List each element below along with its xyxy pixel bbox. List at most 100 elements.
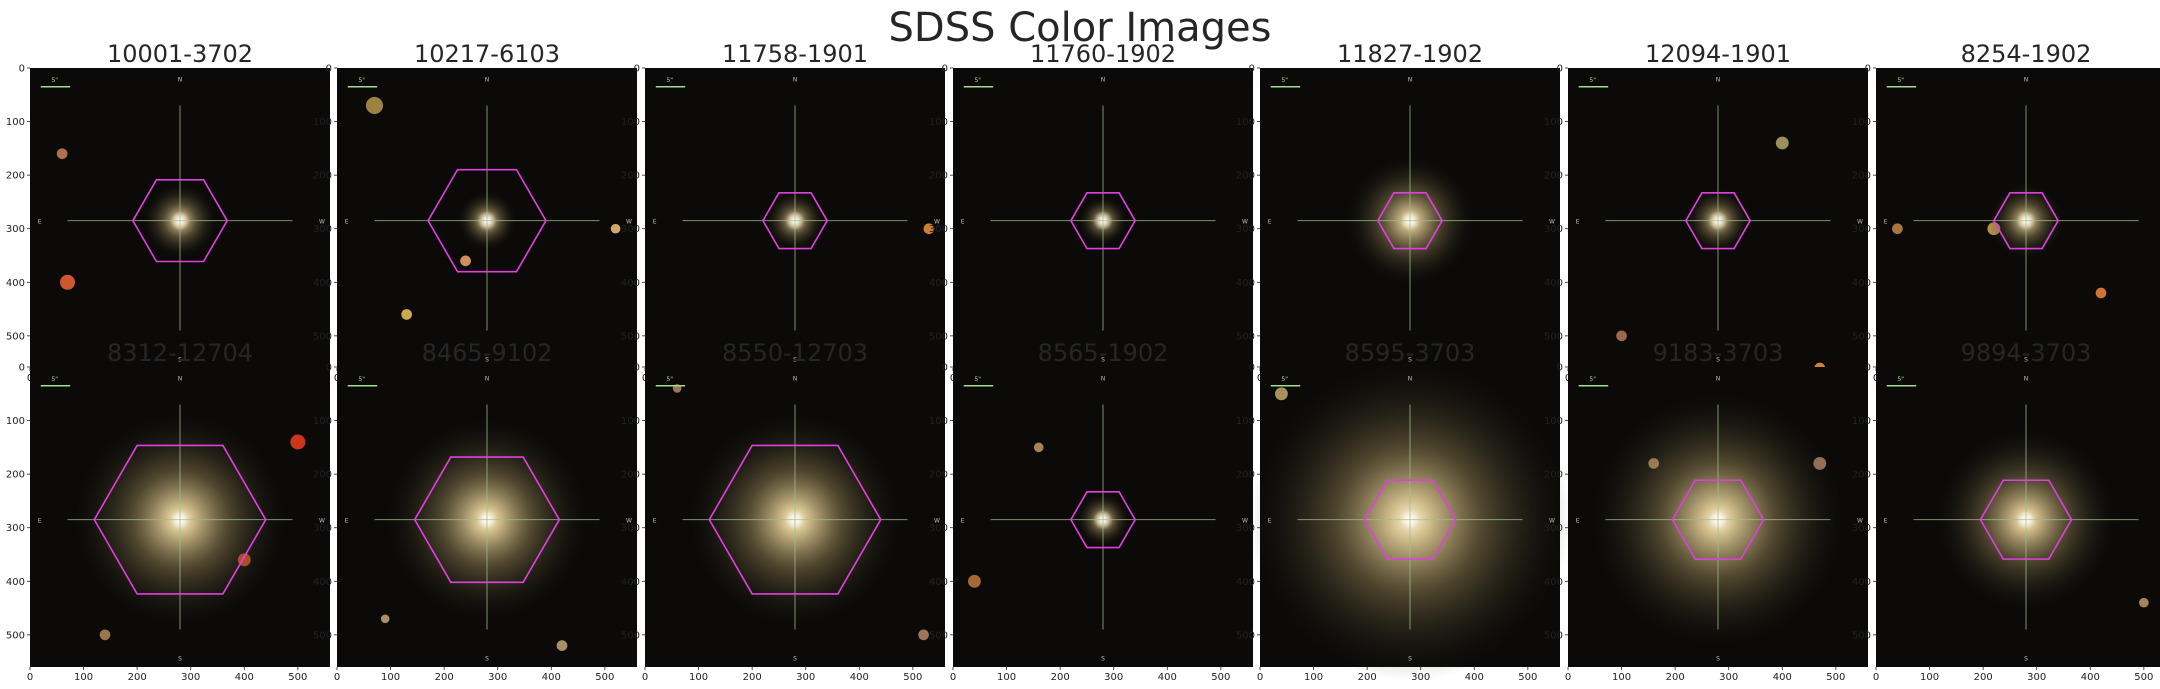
- compass-w: W: [1242, 517, 1248, 524]
- y-tick-label: 400: [313, 278, 332, 289]
- y-tick-label: 0: [1249, 363, 1255, 374]
- y-tick-label: 0: [326, 363, 332, 374]
- compass-s: S: [1101, 656, 1105, 663]
- background-source: [1275, 387, 1288, 401]
- compass-w: W: [626, 517, 632, 524]
- y-tick-label: 200: [313, 470, 332, 481]
- background-source: [401, 309, 412, 320]
- y-tick-label: 0: [19, 363, 25, 374]
- compass-s: S: [2024, 656, 2028, 663]
- y-tick-label: 400: [1236, 278, 1255, 289]
- background-source: [918, 629, 929, 641]
- y-tick-label: 200: [6, 171, 25, 182]
- ifu-hexagon: [1684, 192, 1752, 250]
- background-source: [1616, 330, 1627, 342]
- y-tick-label: 200: [313, 171, 332, 182]
- scale-bar-label: 5": [666, 376, 673, 383]
- ifu-hexagon: [1069, 192, 1137, 250]
- x-tick-label: 500: [1211, 672, 1230, 683]
- ifu-hexagon: [131, 179, 229, 263]
- background-source: [1775, 136, 1789, 150]
- x-tick-label: 100: [1920, 672, 1939, 683]
- y-tick-label: 400: [621, 577, 640, 588]
- scale-bar-label: 5": [974, 77, 981, 84]
- background-source: [56, 148, 68, 160]
- y-tick-label: 300: [621, 523, 640, 534]
- compass-e: E: [1884, 218, 1888, 225]
- panel-title: 12094-1901: [1644, 40, 1792, 68]
- ifu-hexagon: [761, 192, 829, 250]
- compass-s: S: [178, 357, 182, 364]
- y-tick-label: 300: [6, 224, 25, 235]
- image-panel: 8254-19025"NSEW0100200300400500010020030…: [1852, 40, 2160, 384]
- y-tick-label: 300: [1236, 523, 1255, 534]
- y-tick-label: 0: [19, 64, 25, 75]
- scale-bar-label: 5": [358, 376, 365, 383]
- panel-title: 9894-3703: [1960, 339, 2092, 367]
- compass-n: N: [1716, 375, 1721, 382]
- panel-title: 8312-12704: [106, 339, 254, 367]
- ifu-hexagon: [1363, 479, 1457, 560]
- y-tick-label: 100: [1544, 416, 1563, 427]
- background-source: [99, 629, 111, 641]
- image-panel: 11758-1901 5" N S E W 0 100 200 300 400 500 0 100 200 3…: [621, 40, 945, 384]
- image-panel: 8565-1902 5" N S E W 0 100 200 300 400 500 0 100 200 30…: [929, 339, 1253, 683]
- panel-title: 8465-9102: [421, 339, 553, 367]
- y-tick-label: 400: [1236, 577, 1255, 588]
- scale-bar-label: 5": [666, 77, 673, 84]
- x-tick-label: 200: [1666, 672, 1685, 683]
- y-tick-label: 300: [1852, 523, 1871, 534]
- compass-n: N: [2024, 76, 2029, 83]
- x-tick-label: 300: [1719, 672, 1738, 683]
- background-source: [290, 434, 306, 450]
- compass-s: S: [1716, 656, 1720, 663]
- background-source: [2095, 287, 2107, 299]
- y-tick-label: 0: [1249, 64, 1255, 75]
- image-panel: 8465-9102 5" N S E W 0 100 200 300 400 500 0 100 200 30…: [313, 339, 637, 683]
- y-tick-label: 500: [1544, 331, 1563, 342]
- y-tick-label: 500: [621, 630, 640, 641]
- compass-n: N: [485, 76, 490, 83]
- y-tick-label: 100: [1852, 416, 1871, 427]
- panel-title: 11827-1902: [1336, 40, 1484, 68]
- y-tick-label: 100: [1852, 117, 1871, 128]
- scale-bar-label: 5": [1281, 77, 1288, 84]
- ifu-hexagon: [1069, 491, 1137, 549]
- x-tick-label: 100: [1304, 672, 1323, 683]
- x-tick-label: 100: [1612, 672, 1631, 683]
- scale-bar-label: 5": [1589, 77, 1596, 84]
- scale-bar-label: 5": [1897, 376, 1904, 383]
- x-tick-label: 0: [950, 672, 956, 683]
- y-tick-label: 400: [1544, 577, 1563, 588]
- compass-n: N: [2024, 375, 2029, 382]
- y-tick-label: 200: [1236, 470, 1255, 481]
- y-tick-label: 100: [1236, 416, 1255, 427]
- x-tick-label: 200: [1051, 672, 1070, 683]
- y-tick-label: 500: [1236, 630, 1255, 641]
- y-tick-label: 100: [929, 416, 948, 427]
- compass-s: S: [793, 656, 797, 663]
- scale-bar-label: 5": [1281, 376, 1288, 383]
- y-tick-label: 400: [929, 278, 948, 289]
- y-tick-label: 500: [313, 331, 332, 342]
- panel-title: 10217-6103: [413, 40, 561, 68]
- y-tick-label: 500: [1852, 630, 1871, 641]
- y-tick-label: 300: [313, 224, 332, 235]
- x-tick-label: 100: [381, 672, 400, 683]
- x-tick-label: 300: [796, 672, 815, 683]
- y-tick-label: 400: [929, 577, 948, 588]
- background-source: [556, 640, 568, 651]
- x-tick-label: 500: [903, 672, 922, 683]
- y-tick-label: 300: [1852, 224, 1871, 235]
- panel-title: 10001-3702: [106, 40, 254, 68]
- panel-title: 9183-3703: [1652, 339, 1784, 367]
- y-tick-label: 200: [6, 470, 25, 481]
- compass-n: N: [1408, 375, 1413, 382]
- x-tick-label: 400: [1773, 672, 1792, 683]
